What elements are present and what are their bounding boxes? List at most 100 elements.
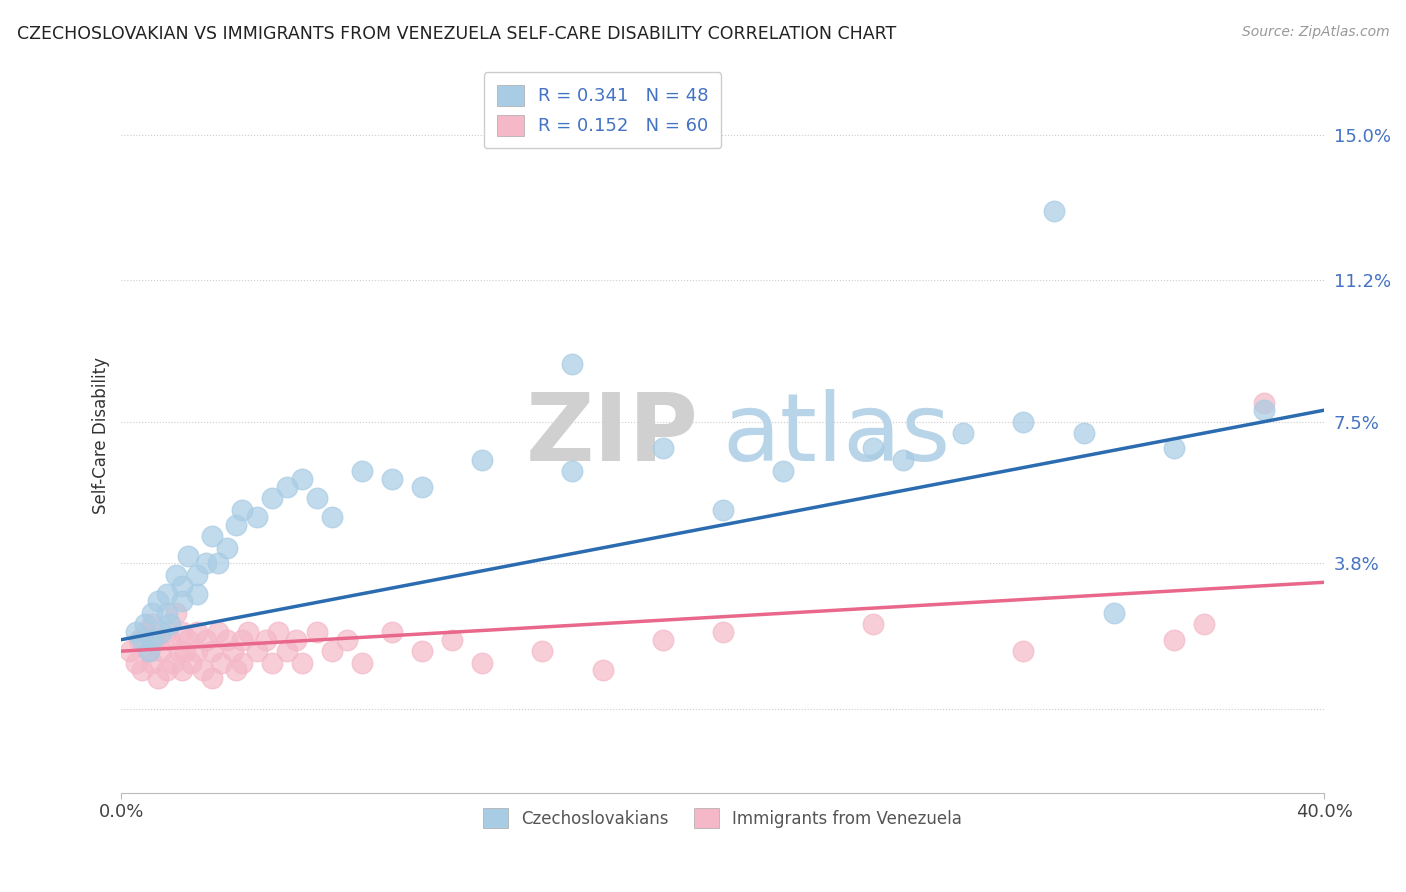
Point bbox=[209, 656, 232, 670]
Point bbox=[305, 625, 328, 640]
Point bbox=[134, 625, 156, 640]
Point bbox=[711, 625, 734, 640]
Point bbox=[531, 644, 554, 658]
Point bbox=[155, 606, 177, 620]
Point bbox=[159, 617, 181, 632]
Point bbox=[231, 502, 253, 516]
Point bbox=[159, 632, 181, 647]
Point bbox=[201, 644, 224, 658]
Point bbox=[260, 491, 283, 505]
Point bbox=[215, 541, 238, 555]
Point bbox=[471, 453, 494, 467]
Point bbox=[260, 656, 283, 670]
Point bbox=[170, 625, 193, 640]
Point bbox=[336, 632, 359, 647]
Point bbox=[1012, 415, 1035, 429]
Point bbox=[162, 656, 184, 670]
Point bbox=[165, 606, 187, 620]
Point bbox=[167, 644, 190, 658]
Point bbox=[207, 625, 229, 640]
Point bbox=[149, 625, 172, 640]
Point bbox=[321, 644, 343, 658]
Point bbox=[186, 567, 208, 582]
Point bbox=[207, 556, 229, 570]
Point bbox=[231, 632, 253, 647]
Point bbox=[165, 567, 187, 582]
Point bbox=[471, 656, 494, 670]
Text: Source: ZipAtlas.com: Source: ZipAtlas.com bbox=[1241, 25, 1389, 39]
Point bbox=[236, 625, 259, 640]
Point bbox=[125, 625, 148, 640]
Point bbox=[246, 644, 269, 658]
Point bbox=[381, 625, 404, 640]
Point bbox=[180, 656, 202, 670]
Point bbox=[138, 644, 160, 658]
Point bbox=[592, 663, 614, 677]
Point bbox=[291, 656, 314, 670]
Point bbox=[891, 453, 914, 467]
Point bbox=[143, 632, 166, 647]
Point bbox=[141, 617, 163, 632]
Point bbox=[141, 632, 163, 647]
Text: atlas: atlas bbox=[723, 389, 950, 481]
Legend: Czechoslovakians, Immigrants from Venezuela: Czechoslovakians, Immigrants from Venezu… bbox=[477, 802, 969, 834]
Point bbox=[276, 644, 298, 658]
Point bbox=[267, 625, 290, 640]
Point bbox=[411, 644, 433, 658]
Point bbox=[170, 663, 193, 677]
Point bbox=[305, 491, 328, 505]
Point bbox=[561, 357, 583, 371]
Point bbox=[1253, 403, 1275, 417]
Point bbox=[134, 617, 156, 632]
Point bbox=[651, 632, 673, 647]
Point bbox=[381, 472, 404, 486]
Point bbox=[772, 464, 794, 478]
Point bbox=[155, 625, 177, 640]
Point bbox=[952, 426, 974, 441]
Point bbox=[170, 579, 193, 593]
Point bbox=[862, 617, 884, 632]
Y-axis label: Self-Care Disability: Self-Care Disability bbox=[93, 357, 110, 514]
Point bbox=[1073, 426, 1095, 441]
Point bbox=[194, 556, 217, 570]
Point bbox=[131, 663, 153, 677]
Point bbox=[1253, 395, 1275, 409]
Point bbox=[561, 464, 583, 478]
Point bbox=[1042, 204, 1064, 219]
Point bbox=[131, 632, 153, 647]
Point bbox=[711, 502, 734, 516]
Point bbox=[276, 480, 298, 494]
Point bbox=[862, 442, 884, 456]
Point bbox=[194, 632, 217, 647]
Point bbox=[291, 472, 314, 486]
Point bbox=[254, 632, 277, 647]
Point bbox=[441, 632, 464, 647]
Point bbox=[141, 656, 163, 670]
Point bbox=[215, 632, 238, 647]
Point bbox=[186, 587, 208, 601]
Point bbox=[186, 625, 208, 640]
Point bbox=[350, 464, 373, 478]
Point bbox=[155, 587, 177, 601]
Point bbox=[186, 644, 208, 658]
Point bbox=[1192, 617, 1215, 632]
Point bbox=[146, 594, 169, 608]
Point bbox=[149, 644, 172, 658]
Point bbox=[246, 510, 269, 524]
Point bbox=[176, 632, 198, 647]
Point bbox=[191, 663, 214, 677]
Point bbox=[155, 663, 177, 677]
Point bbox=[651, 442, 673, 456]
Text: ZIP: ZIP bbox=[526, 389, 699, 481]
Point bbox=[221, 644, 243, 658]
Point bbox=[411, 480, 433, 494]
Point bbox=[173, 644, 195, 658]
Point bbox=[125, 656, 148, 670]
Point bbox=[201, 529, 224, 543]
Point bbox=[1163, 442, 1185, 456]
Point bbox=[201, 671, 224, 685]
Point bbox=[120, 644, 142, 658]
Point bbox=[225, 663, 247, 677]
Point bbox=[1012, 644, 1035, 658]
Point bbox=[146, 671, 169, 685]
